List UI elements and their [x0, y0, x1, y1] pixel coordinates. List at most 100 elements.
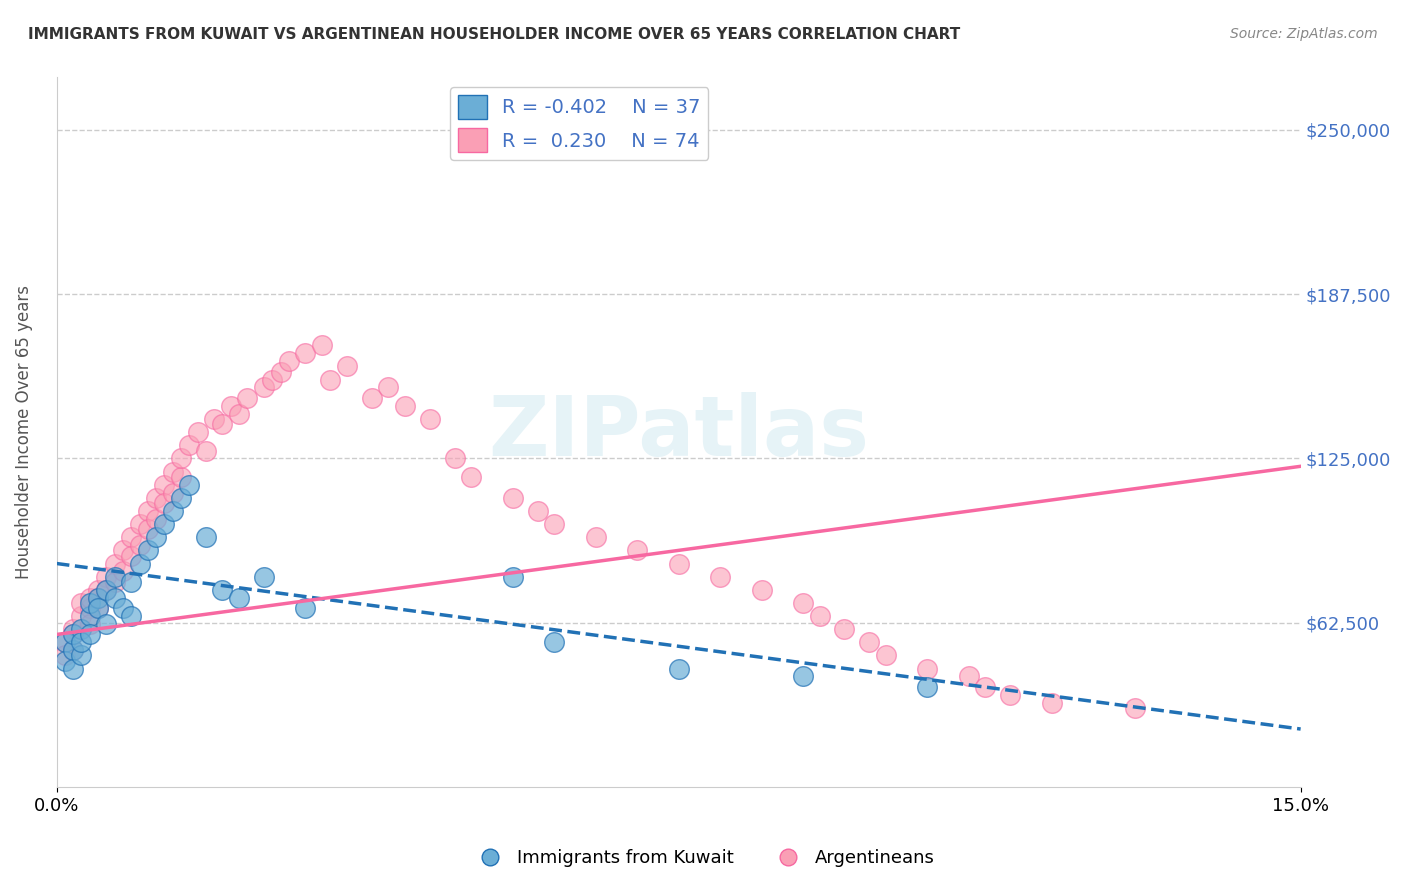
Point [79, 616, 101, 631]
Point [87, 601, 110, 615]
Point [111, 601, 134, 615]
Point [62, 662, 84, 676]
Point [262, 373, 284, 387]
Point [543, 517, 565, 532]
Point [104, 574, 127, 589]
Point [502, 569, 524, 583]
Y-axis label: Householder Income Over 65 years: Householder Income Over 65 years [15, 285, 32, 579]
Point [502, 491, 524, 505]
Point [128, 557, 150, 571]
Point [62, 643, 84, 657]
Point [1000, 688, 1022, 702]
Point [53, 654, 76, 668]
Point [228, 407, 250, 421]
Point [79, 591, 101, 605]
Point [194, 443, 217, 458]
Point [319, 373, 342, 387]
Point [79, 609, 101, 624]
Point [377, 380, 399, 394]
Point [668, 662, 690, 676]
Point [145, 491, 167, 505]
Point [162, 465, 184, 479]
Point [70, 635, 93, 649]
Point [311, 338, 333, 352]
Point [179, 438, 201, 452]
Text: Source: ZipAtlas.com: Source: ZipAtlas.com [1230, 27, 1378, 41]
Point [668, 557, 690, 571]
Point [128, 517, 150, 532]
Point [294, 601, 316, 615]
Point [170, 451, 193, 466]
Point [79, 627, 101, 641]
Point [194, 530, 217, 544]
Point [136, 504, 159, 518]
Point [792, 669, 814, 683]
Point [96, 569, 118, 583]
Point [419, 412, 441, 426]
Point [128, 538, 150, 552]
Point [120, 549, 142, 563]
Point [917, 662, 939, 676]
Point [53, 635, 76, 649]
Point [460, 470, 482, 484]
Point [443, 451, 465, 466]
Point [270, 365, 292, 379]
Point [79, 596, 101, 610]
Point [62, 627, 84, 641]
Point [70, 648, 93, 663]
Point [179, 477, 201, 491]
Point [211, 582, 233, 597]
Point [104, 591, 127, 605]
Point [120, 574, 142, 589]
Point [709, 569, 731, 583]
Point [111, 543, 134, 558]
Point [62, 622, 84, 636]
Point [1123, 701, 1146, 715]
Point [70, 609, 93, 624]
Point [202, 412, 225, 426]
Point [96, 582, 118, 597]
Point [96, 582, 118, 597]
Point [79, 601, 101, 615]
Point [917, 680, 939, 694]
Point [543, 635, 565, 649]
Point [62, 643, 84, 657]
Point [294, 346, 316, 360]
Point [120, 609, 142, 624]
Point [87, 591, 110, 605]
Text: IMMIGRANTS FROM KUWAIT VS ARGENTINEAN HOUSEHOLDER INCOME OVER 65 YEARS CORRELATI: IMMIGRANTS FROM KUWAIT VS ARGENTINEAN HO… [28, 27, 960, 42]
Point [136, 522, 159, 536]
Point [62, 627, 84, 641]
Point [53, 635, 76, 649]
Point [153, 517, 176, 532]
Legend: R = -0.402    N = 37, R =  0.230    N = 74: R = -0.402 N = 37, R = 0.230 N = 74 [450, 87, 709, 160]
Point [957, 669, 980, 683]
Point [211, 417, 233, 432]
Point [145, 512, 167, 526]
Point [394, 399, 416, 413]
Point [974, 680, 997, 694]
Point [253, 380, 276, 394]
Point [1040, 696, 1063, 710]
Point [858, 635, 880, 649]
Point [170, 491, 193, 505]
Point [751, 582, 773, 597]
Legend: Immigrants from Kuwait, Argentineans: Immigrants from Kuwait, Argentineans [464, 842, 942, 874]
Point [136, 543, 159, 558]
Point [120, 530, 142, 544]
Point [96, 616, 118, 631]
Point [104, 569, 127, 583]
Point [187, 425, 209, 439]
Point [526, 504, 548, 518]
Point [236, 391, 259, 405]
Point [360, 391, 382, 405]
Point [153, 496, 176, 510]
Point [875, 648, 897, 663]
Point [170, 470, 193, 484]
Point [145, 530, 167, 544]
Point [111, 565, 134, 579]
Point [162, 485, 184, 500]
Point [162, 504, 184, 518]
Point [228, 591, 250, 605]
Point [87, 582, 110, 597]
